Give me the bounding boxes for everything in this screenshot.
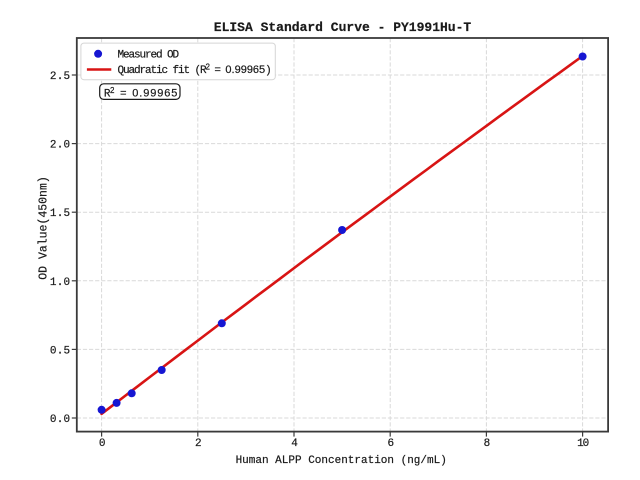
svg-text:R2 = 0.99965: R2 = 0.99965: [104, 86, 178, 101]
svg-text:1.0: 1.0: [50, 277, 70, 289]
svg-text:Quadratic fit (R2 = 0.99965): Quadratic fit (R2 = 0.99965): [118, 63, 271, 78]
svg-text:ELISA Standard Curve - PY1991H: ELISA Standard Curve - PY1991Hu-T: [214, 20, 472, 35]
svg-text:2.0: 2.0: [50, 140, 70, 152]
svg-text:0.5: 0.5: [50, 345, 70, 357]
svg-text:0.0: 0.0: [50, 414, 70, 426]
svg-text:1.5: 1.5: [50, 208, 70, 220]
svg-text:8: 8: [484, 438, 490, 450]
svg-text:Measured OD: Measured OD: [118, 50, 180, 62]
svg-text:6: 6: [387, 438, 393, 450]
svg-text:2.5: 2.5: [50, 71, 70, 83]
svg-text:4: 4: [291, 438, 298, 450]
svg-text:Human ALPP Concentration (ng/m: Human ALPP Concentration (ng/mL): [236, 455, 447, 467]
svg-text:10: 10: [577, 438, 589, 450]
svg-text:OD Value(450nm): OD Value(450nm): [38, 176, 51, 280]
svg-text:0: 0: [99, 438, 105, 450]
svg-text:2: 2: [195, 438, 201, 450]
